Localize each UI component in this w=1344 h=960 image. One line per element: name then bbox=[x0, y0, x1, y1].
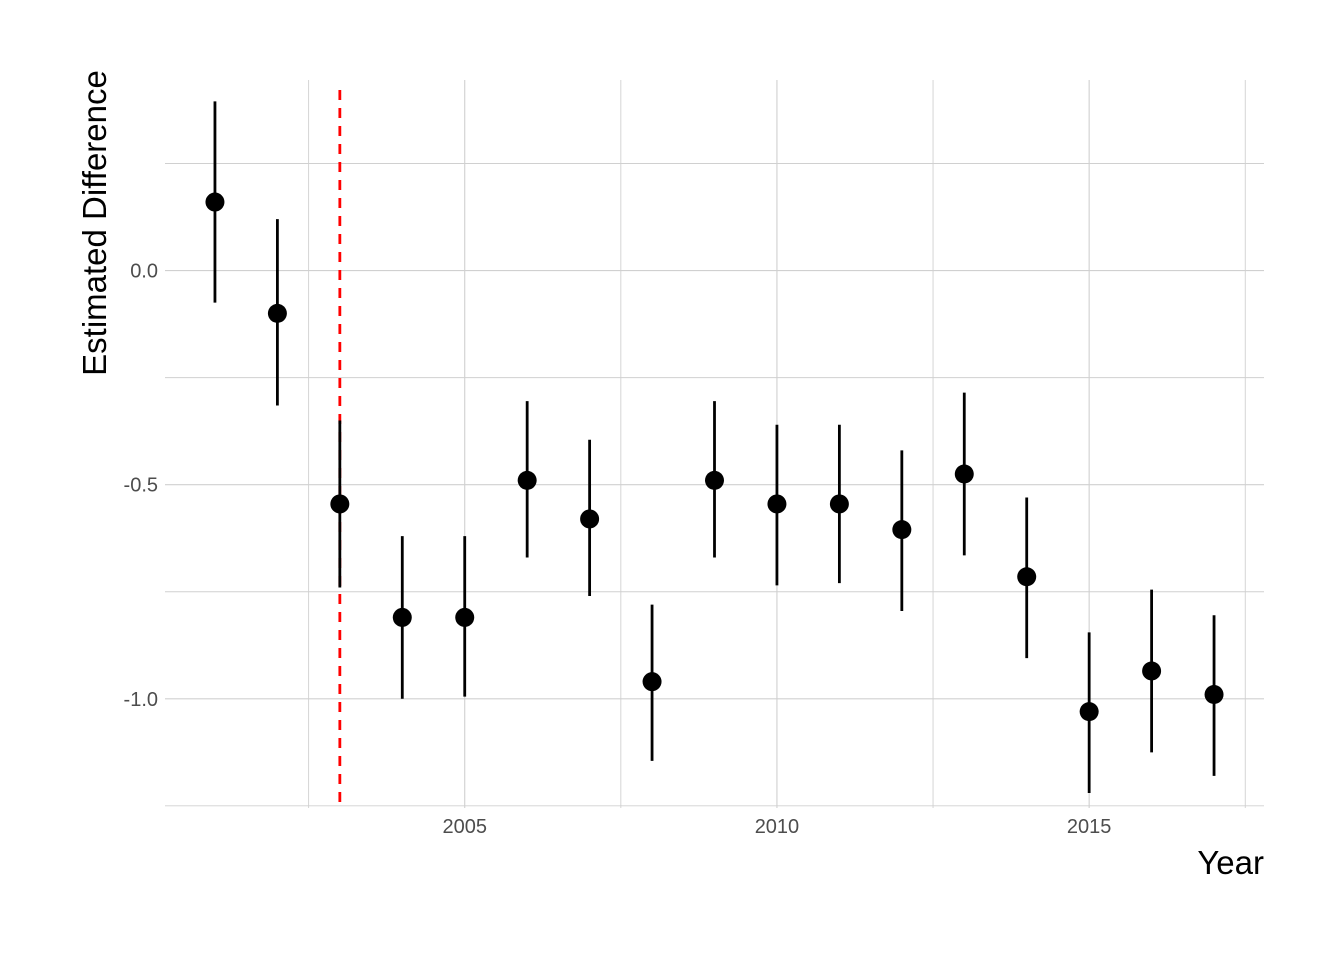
data-point bbox=[1142, 661, 1162, 681]
data-point bbox=[580, 509, 600, 529]
data-point bbox=[829, 494, 849, 514]
y-tick-label: -1.0 bbox=[124, 689, 158, 711]
data-point bbox=[330, 494, 350, 514]
x-tick-label: 2005 bbox=[442, 816, 487, 838]
error-bars bbox=[213, 101, 1216, 794]
data-point bbox=[455, 607, 475, 627]
data-point bbox=[392, 607, 412, 627]
data-point bbox=[267, 303, 287, 323]
data-point bbox=[954, 464, 974, 484]
data-points bbox=[205, 192, 1224, 722]
data-point bbox=[205, 192, 225, 212]
data-point bbox=[892, 520, 912, 540]
data-point bbox=[642, 672, 662, 692]
x-tick-labels: 2005 2010 2015 bbox=[442, 816, 1111, 838]
data-point bbox=[517, 470, 537, 490]
data-point bbox=[1204, 685, 1224, 705]
data-point bbox=[767, 494, 787, 514]
data-point bbox=[705, 470, 724, 490]
minor-gridlines bbox=[165, 80, 1264, 808]
data-point bbox=[1017, 567, 1037, 587]
y-tick-label: 0.0 bbox=[130, 261, 158, 283]
x-axis-title: Year bbox=[1197, 844, 1264, 881]
data-point bbox=[1079, 702, 1099, 722]
x-tick-label: 2015 bbox=[1067, 816, 1112, 838]
x-tick-label: 2010 bbox=[755, 816, 800, 838]
y-tick-label: -0.5 bbox=[124, 475, 158, 497]
y-axis-title: Estimated Difference bbox=[76, 70, 113, 376]
y-tick-labels: 0.0 -0.5 -1.0 bbox=[124, 261, 158, 711]
